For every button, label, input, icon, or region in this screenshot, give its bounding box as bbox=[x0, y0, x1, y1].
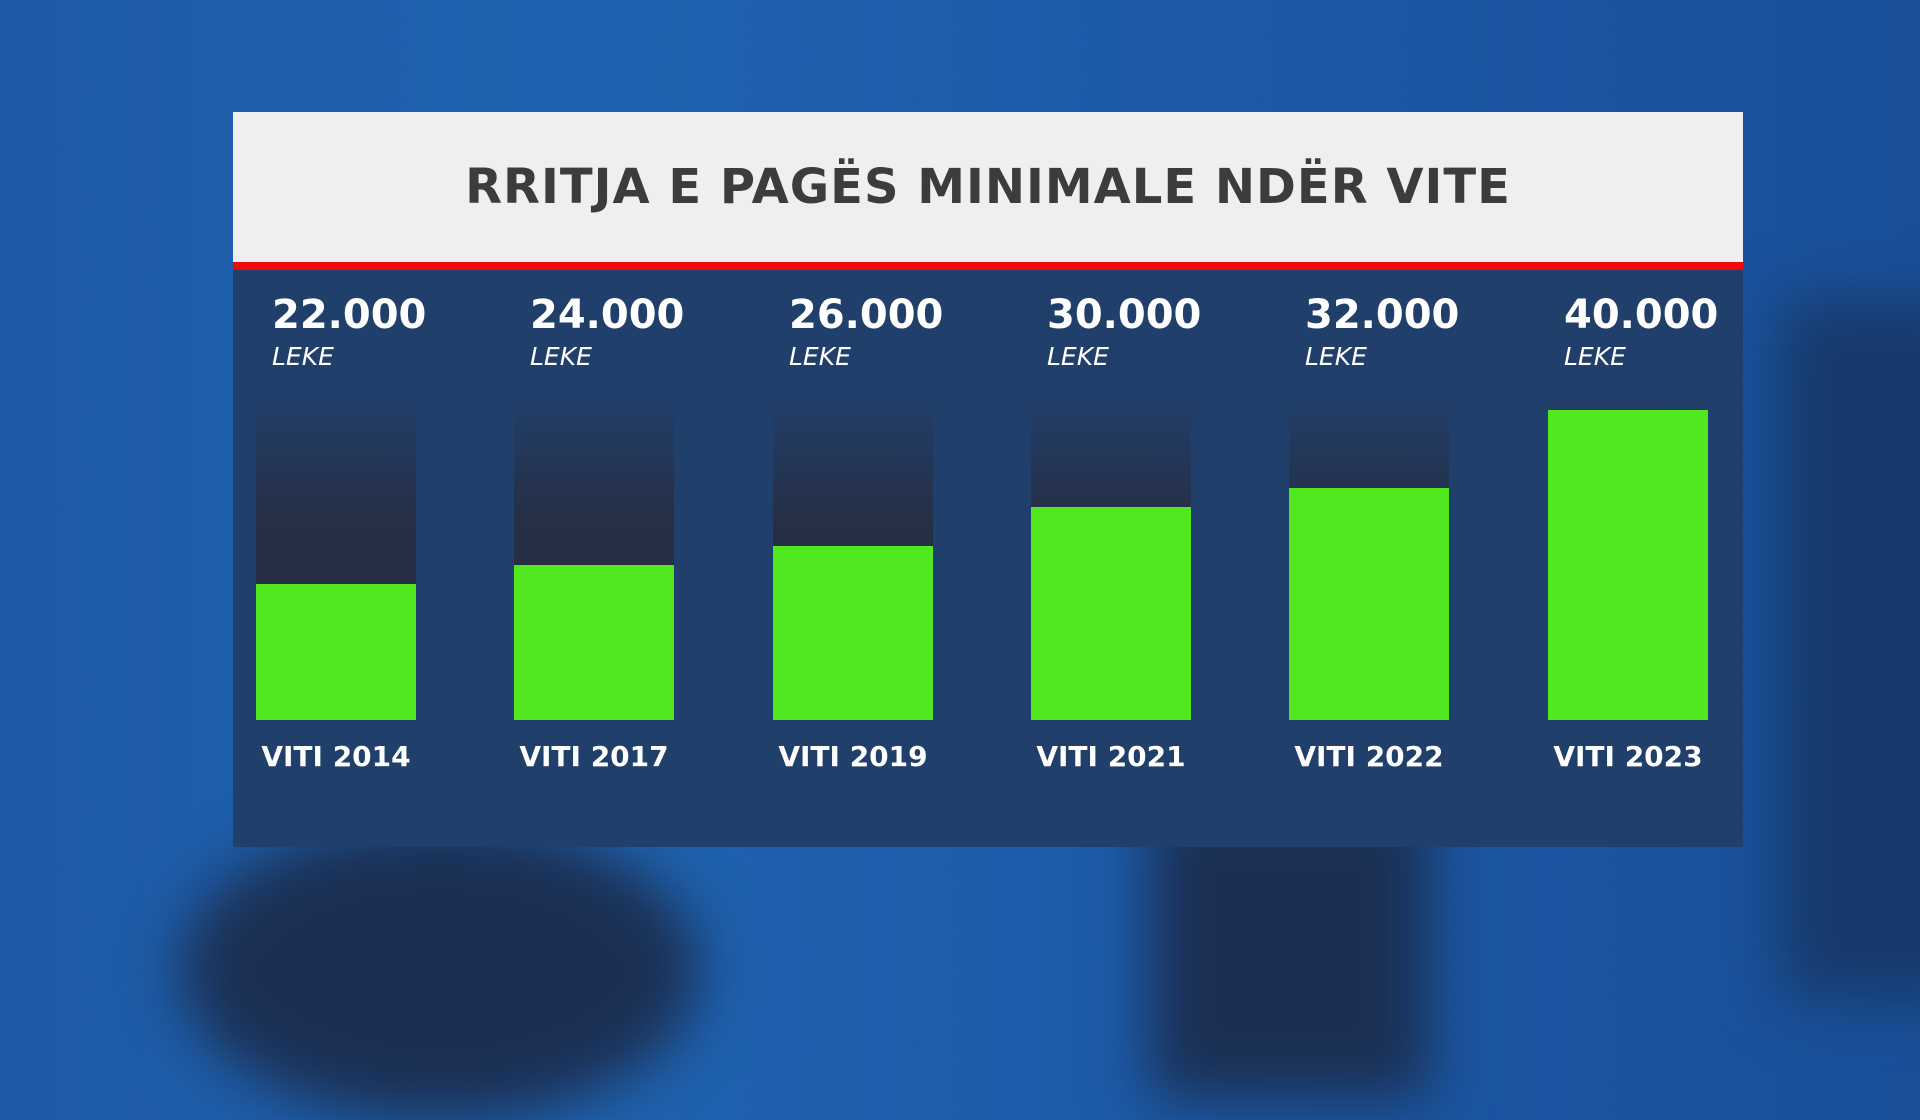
value-label: 24.000 bbox=[530, 292, 685, 338]
category-label: VITI 2021 bbox=[1036, 740, 1186, 773]
bar-viti-2022 bbox=[1289, 487, 1449, 720]
bar-viti-2014 bbox=[256, 584, 416, 720]
chart-header: RRITJA E PAGËS MINIMALE NDËR VITE bbox=[233, 112, 1743, 262]
value-label: 22.000 bbox=[272, 292, 427, 338]
value-label: 30.000 bbox=[1047, 292, 1202, 338]
unit-label: LEKE bbox=[1564, 342, 1626, 371]
chart-card: RRITJA E PAGËS MINIMALE NDËR VITE 22.000… bbox=[233, 112, 1743, 847]
value-label: 40.000 bbox=[1564, 292, 1719, 338]
background-shape bbox=[1150, 800, 1430, 1100]
chart-title: RRITJA E PAGËS MINIMALE NDËR VITE bbox=[465, 159, 1511, 215]
plot-area: 22.000 LEKE VITI 2014 24.000 LEKE VITI 2017 26… bbox=[233, 270, 1743, 847]
unit-label: LEKE bbox=[1305, 342, 1367, 371]
unit-label: LEKE bbox=[530, 342, 592, 371]
unit-label: LEKE bbox=[789, 342, 851, 371]
category-label: VITI 2022 bbox=[1294, 740, 1444, 773]
category-label: VITI 2023 bbox=[1553, 740, 1703, 773]
bar-viti-2017 bbox=[514, 565, 674, 720]
value-label: 32.000 bbox=[1305, 292, 1460, 338]
accent-line bbox=[233, 262, 1743, 270]
category-label: VITI 2017 bbox=[519, 740, 669, 773]
background-shape bbox=[1780, 300, 1920, 1000]
background-shape bbox=[180, 820, 700, 1120]
bar-viti-2019 bbox=[773, 545, 933, 720]
bar-viti-2021 bbox=[1031, 506, 1191, 720]
value-label: 26.000 bbox=[789, 292, 944, 338]
category-label: VITI 2014 bbox=[261, 740, 411, 773]
unit-label: LEKE bbox=[1047, 342, 1109, 371]
category-label: VITI 2019 bbox=[778, 740, 928, 773]
bar-viti-2023 bbox=[1548, 410, 1708, 720]
unit-label: LEKE bbox=[272, 342, 334, 371]
